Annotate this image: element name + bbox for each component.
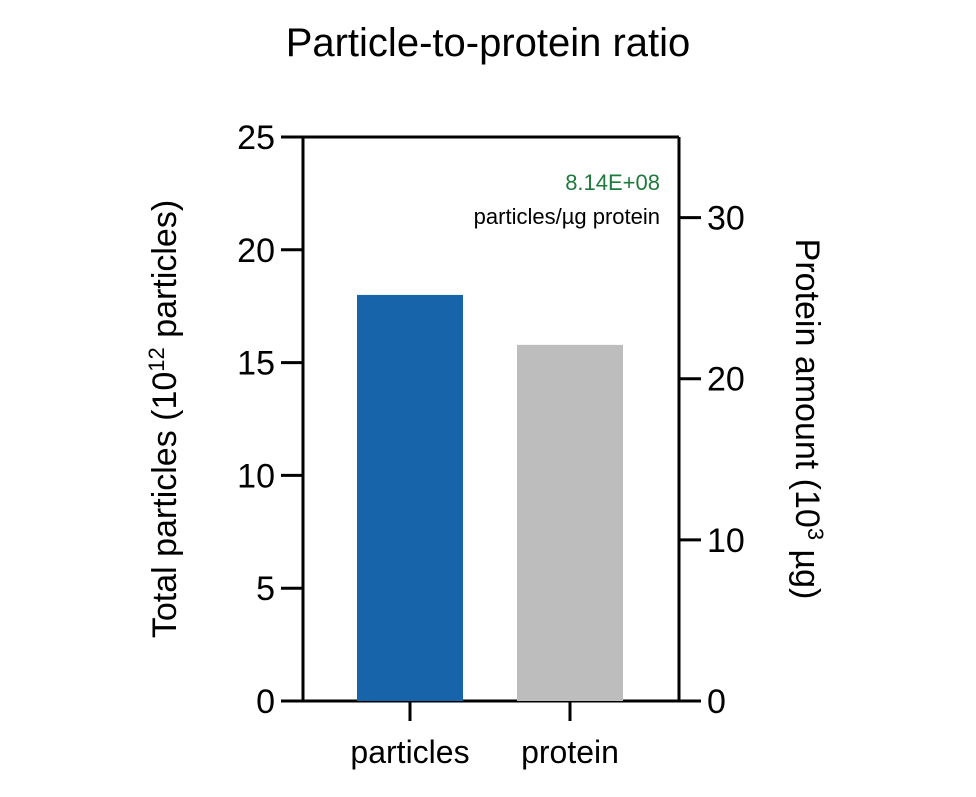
- right-tick-label: 10: [707, 522, 745, 560]
- left-tick-label: 5: [256, 570, 275, 608]
- left-tick-label: 20: [237, 232, 275, 270]
- annotation-unit: particles/µg protein: [474, 204, 660, 229]
- right-tick-label: 0: [707, 683, 726, 721]
- left-tick-label: 10: [237, 457, 275, 495]
- category-label-particles: particles: [350, 734, 469, 770]
- annotation-value: 8.14E+08: [565, 170, 660, 195]
- category-labels: particles protein: [350, 701, 619, 770]
- left-axis-ticks: 0 5 10 15 20 25: [237, 119, 303, 721]
- bar-particles: [357, 294, 463, 701]
- left-tick-label: 0: [256, 683, 275, 721]
- bars: [357, 294, 623, 701]
- right-axis-label-exponent: 3: [803, 528, 828, 540]
- left-tick-label: 25: [237, 119, 275, 157]
- left-axis-label-exponent: 12: [144, 347, 169, 371]
- left-axis-label: Total particles (1012 particles): [144, 200, 184, 638]
- left-tick-label: 15: [237, 345, 275, 383]
- right-tick-label: 20: [707, 361, 745, 399]
- right-tick-label: 30: [707, 200, 745, 238]
- chart-title: Particle-to-protein ratio: [286, 21, 691, 65]
- right-axis-ticks: 0 10 20 30: [679, 200, 745, 721]
- category-label-protein: protein: [521, 734, 619, 770]
- right-axis-label: Protein amount (103 µg): [788, 239, 828, 600]
- bar-protein: [517, 344, 623, 701]
